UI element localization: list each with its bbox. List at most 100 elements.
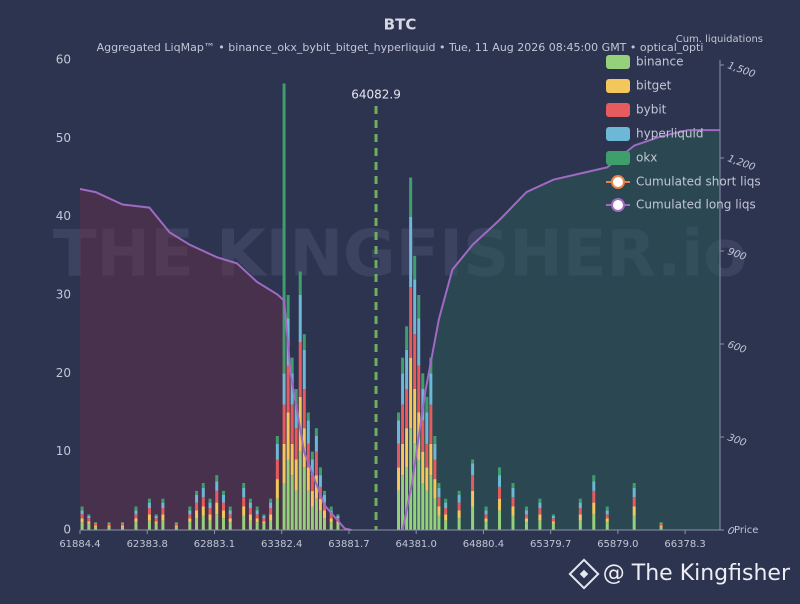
bar-segment bbox=[401, 475, 405, 530]
bar-segment bbox=[306, 443, 310, 468]
bar-segment bbox=[425, 490, 429, 530]
bar-segment bbox=[632, 483, 636, 488]
bar-segment bbox=[275, 479, 279, 499]
bar-segment bbox=[248, 498, 252, 503]
bar-segment bbox=[425, 443, 429, 468]
bar-segment bbox=[551, 518, 555, 522]
bar-segment bbox=[524, 514, 528, 519]
bar-segment bbox=[290, 443, 294, 476]
bar-segment bbox=[632, 515, 636, 530]
bar-segment bbox=[134, 510, 138, 515]
bar-segment bbox=[457, 494, 461, 503]
bar-segment bbox=[538, 498, 542, 503]
bar-segment bbox=[592, 475, 596, 482]
bar-segment bbox=[433, 498, 437, 530]
bar-segment bbox=[306, 490, 310, 530]
bar-segment bbox=[228, 506, 232, 511]
bar-segment bbox=[429, 475, 433, 530]
bar-segment bbox=[221, 490, 225, 495]
bar-segment bbox=[94, 523, 98, 526]
bar-segment bbox=[511, 483, 515, 488]
bar-segment bbox=[107, 525, 111, 527]
legend-swatch bbox=[606, 151, 630, 165]
legend-label: okx bbox=[636, 151, 657, 165]
bar-segment bbox=[294, 404, 298, 429]
y-tick-label: 10 bbox=[56, 444, 71, 458]
bar-segment bbox=[286, 365, 290, 413]
bar-segment bbox=[298, 295, 302, 342]
bar-segment bbox=[433, 443, 437, 460]
legend-label: bitget bbox=[636, 79, 672, 93]
bar-segment bbox=[429, 404, 433, 444]
bar-segment bbox=[195, 494, 199, 503]
bar-segment bbox=[286, 295, 290, 319]
legend-label: Cumulated long liqs bbox=[636, 198, 756, 212]
bar-segment bbox=[578, 508, 582, 515]
bar-segment bbox=[524, 510, 528, 515]
bar-segment bbox=[174, 523, 178, 526]
bar-segment bbox=[329, 518, 333, 523]
bar-segment bbox=[147, 498, 151, 503]
bar-segment bbox=[405, 349, 409, 389]
bar-segment bbox=[306, 412, 310, 421]
bar-segment bbox=[286, 412, 290, 460]
x-tick-label: 62883.1 bbox=[194, 539, 235, 550]
bar-segment bbox=[221, 494, 225, 503]
bar-segment bbox=[659, 526, 663, 530]
bar-segment bbox=[147, 502, 151, 509]
bar-segment bbox=[147, 520, 151, 530]
bar-segment bbox=[262, 515, 266, 519]
bar-segment bbox=[310, 475, 314, 491]
legend-swatch bbox=[606, 127, 630, 141]
bar-segment bbox=[306, 467, 310, 491]
cumulative-line bbox=[401, 129, 720, 531]
bar-segment bbox=[318, 510, 322, 530]
bar-segment bbox=[405, 326, 409, 350]
bar-segment bbox=[80, 514, 84, 519]
bar-segment bbox=[437, 487, 441, 498]
bar-segment bbox=[397, 420, 401, 444]
x-tick-label: 61884.4 bbox=[59, 539, 100, 550]
bar-segment bbox=[94, 526, 98, 530]
bar-segment bbox=[605, 510, 609, 515]
bar-segment bbox=[318, 498, 322, 511]
bar-segment bbox=[421, 420, 425, 452]
bar-segment bbox=[262, 518, 266, 522]
bar-segment bbox=[329, 506, 333, 511]
bar-segment bbox=[409, 216, 413, 288]
x-tick-label: 64381.0 bbox=[395, 539, 436, 550]
bar-segment bbox=[592, 490, 596, 503]
bar-segment bbox=[147, 508, 151, 515]
bar-segment bbox=[659, 523, 663, 526]
bar-segment bbox=[397, 467, 401, 491]
y-tick-label: 0 bbox=[63, 523, 71, 537]
bar-segment bbox=[215, 481, 219, 491]
bar-segment bbox=[605, 518, 609, 523]
bar-segment bbox=[80, 522, 84, 530]
bar-segment bbox=[401, 357, 405, 374]
bar-segment bbox=[134, 514, 138, 519]
bar-segment bbox=[524, 522, 528, 530]
bar-segment bbox=[314, 436, 318, 452]
bar-segment bbox=[282, 404, 286, 444]
bar-segment bbox=[551, 523, 555, 530]
x-tick-label: 66378.3 bbox=[664, 539, 705, 550]
bar-segment bbox=[592, 481, 596, 491]
bar-segment bbox=[605, 522, 609, 530]
bar-segment bbox=[120, 522, 124, 524]
bar-segment bbox=[471, 490, 475, 507]
bar-segment bbox=[413, 389, 417, 444]
bar-segment bbox=[632, 497, 636, 507]
bar-segment bbox=[201, 506, 205, 516]
bar-segment bbox=[457, 502, 461, 511]
bar-segment bbox=[80, 506, 84, 511]
bar-segment bbox=[107, 523, 111, 526]
bar-segment bbox=[294, 459, 298, 491]
bar-segment bbox=[405, 389, 409, 429]
bar-segment bbox=[242, 506, 246, 516]
bar-segment bbox=[221, 510, 225, 519]
bar-segment bbox=[314, 498, 318, 530]
bar-segment bbox=[511, 487, 515, 498]
bar-segment bbox=[329, 514, 333, 519]
bar-segment bbox=[242, 515, 246, 530]
